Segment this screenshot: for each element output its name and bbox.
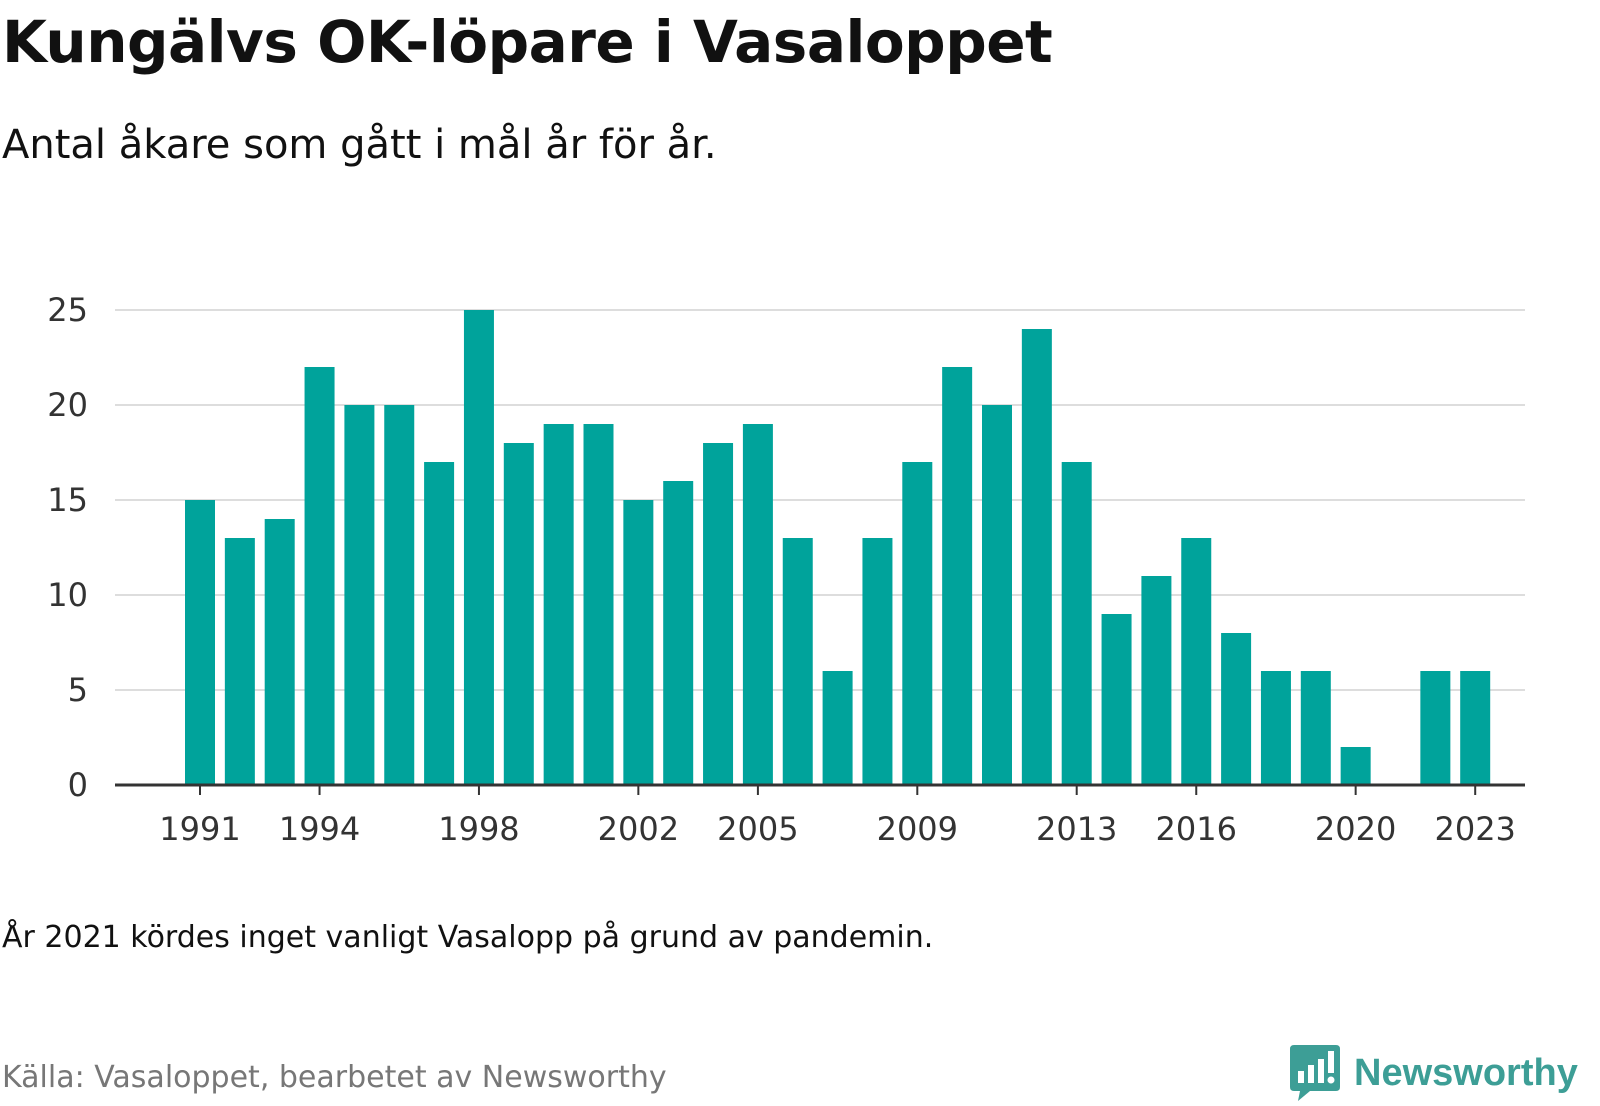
bar — [543, 424, 574, 785]
x-tick-label: 1991 — [159, 810, 240, 848]
bar — [224, 538, 255, 785]
y-tick-label: 10 — [47, 576, 88, 614]
y-tick-label: 25 — [47, 291, 88, 329]
bar — [902, 462, 933, 785]
y-tick-label: 5 — [68, 671, 88, 709]
x-tick-label: 1998 — [438, 810, 519, 848]
bar — [1340, 747, 1371, 785]
axes: 0 5 10 15 20 25 1991 1994 1998 2002 2005 2009 2013 20… — [47, 291, 1525, 848]
bar — [822, 671, 853, 785]
source-credit: Källa: Vasaloppet, bearbetet av Newswort… — [2, 1060, 667, 1095]
bar — [264, 519, 295, 785]
bar — [185, 500, 215, 785]
bar — [503, 443, 534, 785]
y-tick-label: 20 — [47, 386, 88, 424]
bar — [1101, 614, 1132, 785]
x-tick-label: 2005 — [717, 810, 798, 848]
y-tick-label: 15 — [47, 481, 88, 519]
bar — [344, 405, 375, 785]
bar — [663, 481, 694, 785]
bar — [782, 538, 813, 785]
x-tick-label: 2013 — [1036, 810, 1117, 848]
bar — [1141, 576, 1172, 785]
bar — [1181, 538, 1212, 785]
x-tick-label: 2009 — [877, 810, 958, 848]
footnote: År 2021 kördes inget vanligt Vasalopp på… — [2, 920, 934, 955]
bar — [384, 405, 415, 785]
bar — [424, 462, 455, 785]
bar — [1420, 671, 1451, 785]
x-tick-label: 1994 — [279, 810, 360, 848]
bar — [583, 424, 614, 785]
bar — [703, 443, 734, 785]
bar — [1061, 462, 1092, 785]
bar — [1221, 633, 1252, 785]
chart-subtitle: Antal åkare som gått i mål år för år. — [2, 122, 717, 168]
newsworthy-logo-icon — [1290, 1045, 1340, 1101]
x-tick-label: 2016 — [1156, 810, 1237, 848]
bar — [1460, 671, 1491, 785]
bar — [1021, 329, 1052, 785]
y-tick-label: 0 — [68, 766, 88, 804]
bar — [463, 310, 494, 785]
bar — [304, 367, 335, 785]
bar — [623, 500, 654, 785]
chart-title: Kungälvs OK-löpare i Vasaloppet — [2, 8, 1053, 76]
bar-chart: 0 5 10 15 20 25 1991 1994 1998 2002 2005 2009 2013 20… — [47, 291, 1525, 848]
bar — [862, 538, 893, 785]
x-tick-label: 2002 — [598, 810, 679, 848]
bars — [185, 310, 1491, 785]
x-tick-label: 2023 — [1434, 810, 1515, 848]
bar — [1260, 671, 1291, 785]
x-tick-label: 2020 — [1315, 810, 1396, 848]
bar — [742, 424, 773, 785]
bar — [982, 405, 1012, 785]
brand-logo[interactable]: Newsworthy — [1290, 1040, 1578, 1106]
bar — [1300, 671, 1331, 785]
bar — [942, 367, 973, 785]
brand-name: Newsworthy — [1354, 1051, 1578, 1094]
